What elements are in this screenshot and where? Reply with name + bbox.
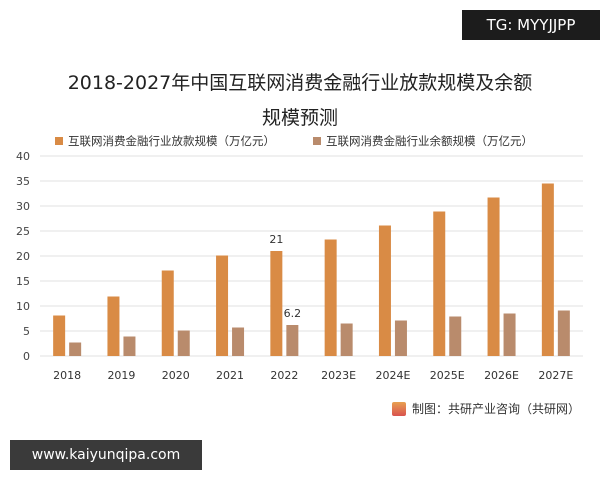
source-note: 制图：共研产业咨询（共研网） [392,400,580,417]
x-tick-label: 2024E [375,369,410,382]
chart-title-line1: 2018-2027年中国互联网消费金融行业放款规模及余额 [67,72,533,94]
watermark-site: www.kaiyunqipa.com [10,440,202,470]
legend-label: 互联网消费金融行业余额规模（万亿元） [326,134,533,148]
x-tick-label: 2023E [321,369,356,382]
legend-swatch [55,137,63,145]
x-tick-label: 2021 [216,369,244,382]
bar-balance [449,316,462,356]
bar-loan [216,255,229,356]
bar-loan [378,225,391,356]
bar-balance [232,327,245,356]
x-tick-label: 2022 [270,369,298,382]
y-tick-label: 35 [16,175,30,188]
y-tick-label: 25 [16,225,30,238]
bar-balance [503,313,516,356]
y-tick-label: 10 [16,300,30,313]
legend-label: 互联网消费金融行业放款规模（万亿元） [68,134,275,148]
y-tick-label: 5 [23,325,30,338]
chart: 0 5 10 15 20 25 30 35 40 互联网消费金融行业放款规模（万亿元） 互联网消费金… [16,134,583,382]
watermark-tg: TG: MYYJJPP [462,10,600,40]
bar-loan [433,211,446,356]
bar-loan [324,239,337,356]
x-tick-label: 2018 [53,369,81,382]
logo-icon [392,401,406,416]
x-tick-label: 2027E [538,369,573,382]
x-tick-label: 2026E [484,369,519,382]
legend-swatch [313,137,321,145]
y-tick-label: 15 [16,275,30,288]
x-tick-label: 2025E [430,369,465,382]
x-tick-label: 2020 [162,369,190,382]
bar-loan [161,270,174,356]
y-tick-label: 20 [16,250,30,263]
x-tick-label: 2019 [107,369,135,382]
data-label: 6.2 [284,307,302,320]
bar-loan [107,296,120,356]
bar-loan [270,251,283,356]
y-tick-label: 30 [16,200,30,213]
bar-loan [53,315,66,356]
y-tick-label: 40 [16,150,30,163]
source-text: 制图：共研产业咨询（共研网） [412,402,581,416]
bar-balance [69,342,82,356]
y-tick-label: 0 [23,350,30,363]
chart-title-line2: 规模预测 [261,107,338,129]
bar-balance [557,310,570,356]
bar-balance [394,320,407,356]
bar-balance [123,336,136,356]
bar-balance [177,330,190,356]
data-label: 21 [269,233,283,246]
bar-loan [541,183,554,356]
bar-balance [340,323,353,356]
bar-loan [487,197,500,356]
bar-balance [286,325,299,356]
